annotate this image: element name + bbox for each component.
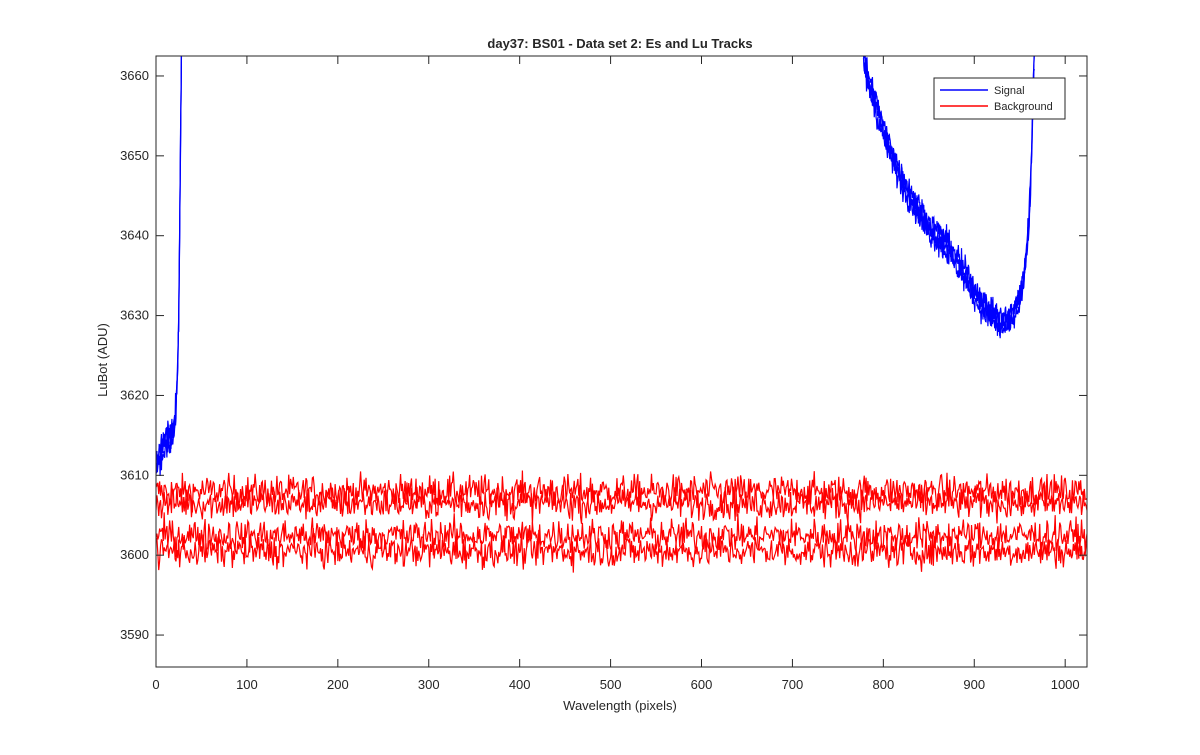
x-tick-label: 0 <box>152 677 159 692</box>
legend-label-signal: Signal <box>994 85 1025 97</box>
x-tick-label: 700 <box>782 677 804 692</box>
x-axis-label: Wavelength (pixels) <box>563 698 677 713</box>
background-series-line-2 <box>156 479 1087 525</box>
x-tick-label: 100 <box>236 677 258 692</box>
legend-label-background: Background <box>994 101 1053 113</box>
x-tick-label: 900 <box>963 677 985 692</box>
y-tick-label: 3640 <box>120 228 149 243</box>
legend-box <box>933 77 1066 120</box>
y-tick-label: 3630 <box>120 308 149 323</box>
y-tick-label: 3650 <box>120 148 149 163</box>
plot-frame <box>155 55 1088 668</box>
y-tick-label: 3610 <box>120 467 149 482</box>
x-tick-label: 400 <box>509 677 531 692</box>
y-tick-label: 3600 <box>120 547 149 562</box>
x-tick-label: 800 <box>872 677 894 692</box>
x-tick-label: 500 <box>600 677 622 692</box>
y-tick-label: 3660 <box>120 68 149 83</box>
x-tick-label: 1000 <box>1051 677 1080 692</box>
signal-series-line-2-3 <box>863 56 1035 331</box>
background-series-line-4 <box>156 527 1087 573</box>
y-axis-label: LuBot (ADU) <box>95 323 110 397</box>
background-series-line-1 <box>156 470 1087 513</box>
y-tick-label: 3590 <box>120 627 149 642</box>
axes-layer: 0 100 200 300 400 500 600 700 800 900 1000 3590 3600… <box>120 55 1088 692</box>
signal-series-line-1-3 <box>156 56 183 467</box>
x-tick-label: 200 <box>327 677 349 692</box>
chart-title: day37: BS01 - Data set 2: Es and Lu Trac… <box>487 36 752 51</box>
y-tick-label: 3620 <box>120 387 149 402</box>
x-tick-label: 600 <box>691 677 713 692</box>
x-tick-label: 300 <box>418 677 440 692</box>
legend: Signal Background <box>933 77 1066 120</box>
data-layer <box>156 56 1087 573</box>
